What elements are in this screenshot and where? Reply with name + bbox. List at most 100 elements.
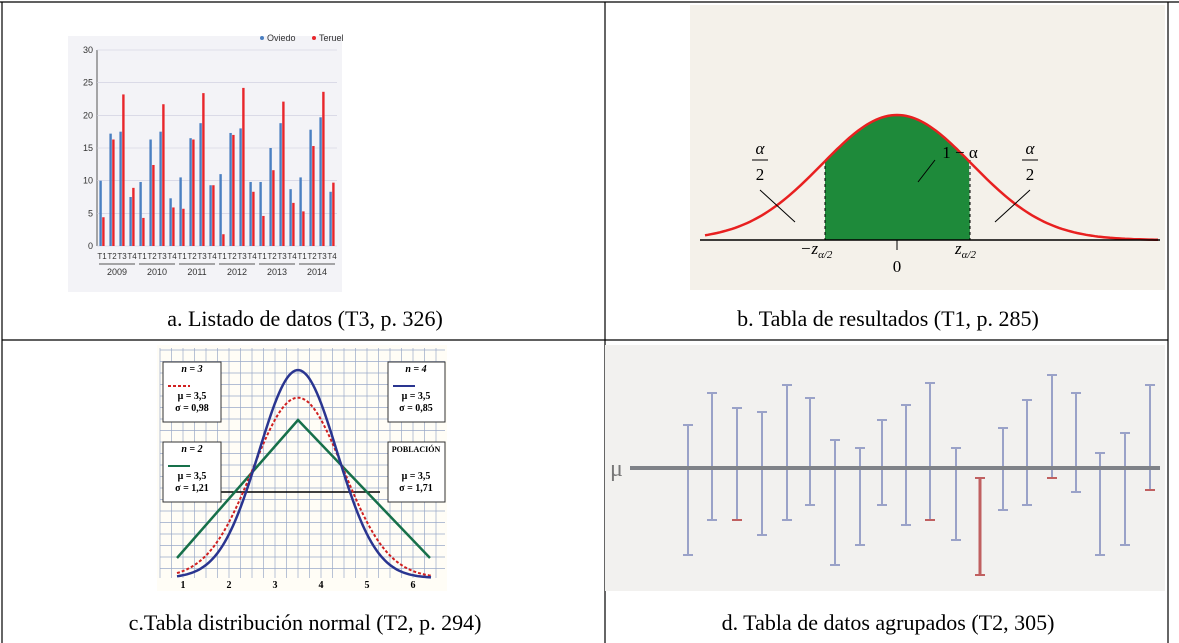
bar [122,94,124,246]
x-tick-label: T3 [317,252,327,261]
bar [199,123,201,246]
x-tick-label: T4 [167,252,177,261]
bar [249,182,251,246]
bar [209,185,211,246]
group-label: 2013 [267,267,287,277]
bar [242,88,244,246]
bar [329,192,331,246]
y-tick-label: 5 [88,208,93,218]
bar [229,133,231,246]
bar [169,198,171,246]
label: α [1026,139,1036,158]
x-tick-label: 4 [319,580,324,591]
group-label: 2009 [107,267,127,277]
bar [112,140,114,246]
box-label: μ = 3,5 [402,391,431,402]
box-label: σ = 0,85 [399,403,433,414]
x-tick-label: T3 [197,252,207,261]
x-tick-label: T3 [237,252,247,261]
group-label: 2012 [227,267,247,277]
caption: c.Tabla distribución normal (T2, p. 294) [129,610,482,635]
box-label: σ = 0,98 [175,403,209,414]
bar [269,148,271,246]
y-tick-label: 30 [83,45,93,55]
bar [202,93,204,246]
x-tick-label: T4 [287,252,297,261]
group-label: 2011 [187,267,206,277]
box-label: n = 4 [405,364,426,375]
x-tick-label: T2 [227,252,237,261]
bar [162,104,164,246]
label: 2 [1026,165,1035,184]
x-tick-label: 2 [227,580,232,591]
x-tick-label: T3 [157,252,167,261]
bar [312,146,314,246]
legend-swatch [260,36,264,40]
bar [179,177,181,246]
y-tick-label: 0 [88,241,93,251]
bar [282,102,284,246]
x-tick-label: 1 [181,580,186,591]
x-tick-label: T4 [127,252,137,261]
bar [239,128,241,246]
bar [272,170,274,246]
x-tick-label: T3 [277,252,287,261]
label: α [756,139,766,158]
x-tick-label: T1 [297,252,307,261]
group-label: 2010 [147,267,167,277]
bar [109,134,111,246]
x-tick-label: 5 [365,580,370,591]
bar [259,182,261,246]
box-label: μ = 3,5 [178,471,207,482]
label: 0 [893,257,902,276]
label: α/2 [962,249,977,261]
x-tick-label: T2 [147,252,157,261]
x-tick-label: T1 [97,252,107,261]
bar [309,130,311,246]
bar [279,123,281,246]
x-tick-label: T4 [207,252,217,261]
caption: a. Listado de datos (T3, p. 326) [167,306,443,331]
y-tick-label: 25 [83,78,93,88]
y-tick-label: 15 [83,143,93,153]
legend-label: Oviedo [267,33,296,43]
bar [182,209,184,246]
bar [289,189,291,246]
caption: d. Tabla de datos agrupados (T2, 305) [722,610,1055,635]
x-tick-label: 6 [411,580,416,591]
group-label: 2014 [307,267,327,277]
legend-label: Teruel [319,33,344,43]
bar [132,188,134,246]
panel-d-image [605,345,1165,591]
y-tick-label: 10 [83,176,93,186]
bar [319,117,321,246]
bar [159,132,161,246]
bar [192,140,194,246]
bar [322,92,324,246]
bar [172,207,174,246]
box-label: σ = 1,21 [175,483,209,494]
bar [139,182,141,246]
bar [119,132,121,246]
box-label: μ = 3,5 [178,391,207,402]
box-label: μ = 3,5 [402,471,431,482]
x-tick-label: T4 [327,252,337,261]
bar [149,140,151,246]
bar [222,234,224,246]
x-tick-label: T4 [247,252,257,261]
caption: b. Tabla de resultados (T1, p. 285) [737,306,1039,331]
label: 1 − α [942,143,978,162]
x-tick-label: T1 [257,252,267,261]
bar [252,192,254,246]
label: −z [800,239,818,258]
bar [292,203,294,246]
x-tick-label: T1 [177,252,187,261]
x-tick-label: T2 [267,252,277,261]
bar [332,183,334,246]
bar [232,135,234,246]
mu-label: μ [610,456,623,482]
label: α/2 [818,249,833,261]
x-tick-label: 3 [273,580,278,591]
bar [302,211,304,246]
panel-c-image [157,345,447,591]
